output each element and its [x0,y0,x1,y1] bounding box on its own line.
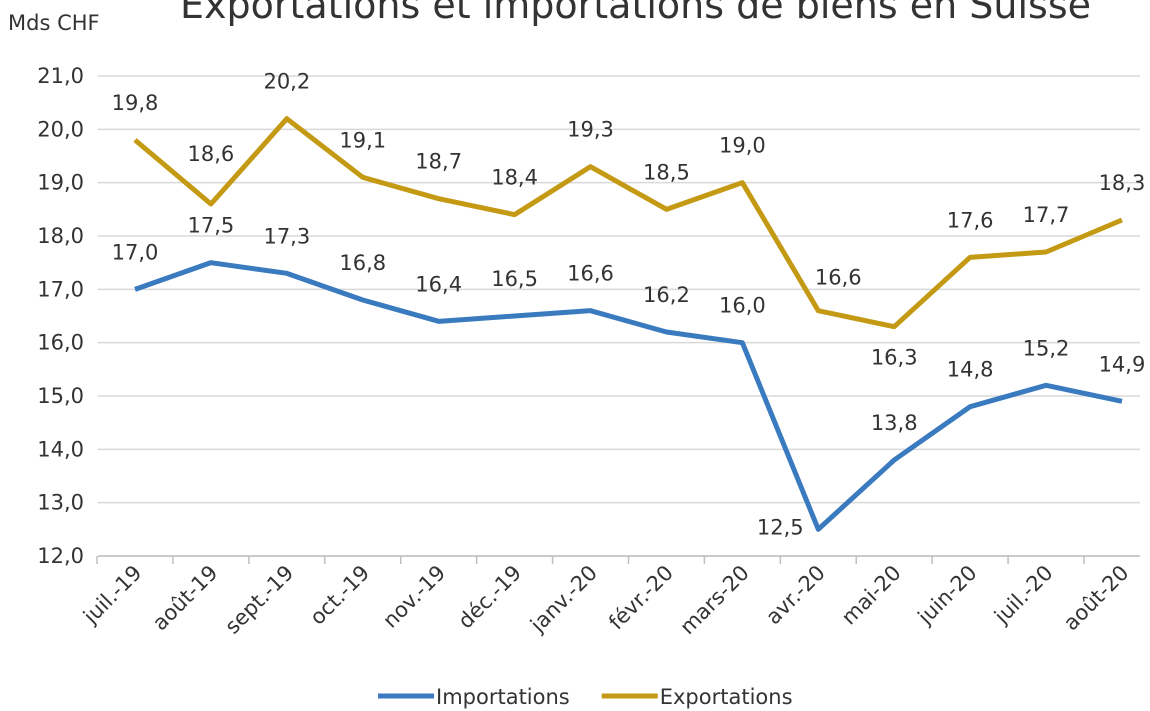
data-label: 15,2 [1023,336,1070,360]
y-tick-label: 15,0 [37,384,84,408]
data-label: 17,6 [947,208,994,232]
data-label: 18,7 [415,150,462,174]
y-tick-label: 12,0 [37,544,84,568]
x-tick-label: sept.-19 [220,561,298,639]
data-label: 17,7 [1023,203,1070,227]
y-tick-label: 19,0 [37,171,84,195]
data-label: 16,5 [491,267,538,291]
data-label: 16,4 [415,272,462,296]
data-label: 19,1 [339,128,386,152]
line-series [134,260,1123,532]
x-tick-label: mai-20 [837,561,906,630]
line-series [133,116,1123,330]
data-label: 17,0 [112,240,159,264]
data-label: 12,5 [757,515,804,539]
x-tick-label: août-20 [1059,561,1134,636]
x-tick-label: janv.-20 [525,561,602,638]
legend-label: Importations [436,685,570,709]
y-tick-label: 14,0 [37,437,84,461]
data-label: 16,2 [643,283,690,307]
y-tick-label: 16,0 [37,331,84,355]
x-tick-label: déc.-19 [453,561,526,634]
legend-label: Exportations [660,685,793,709]
x-tick-label: juil.-20 [989,561,1057,629]
data-label: 14,8 [947,358,994,382]
x-tick-label: avr.-20 [761,561,830,630]
x-tick-label: févr.-20 [604,561,678,635]
chart-title: Exportations et importations de biens en… [180,0,1091,27]
data-label: 16,6 [567,262,614,286]
data-label: 18,6 [188,142,235,166]
data-label: 16,8 [339,251,386,275]
x-tick-label: mars-20 [675,561,754,640]
y-tick-label: 17,0 [37,277,84,301]
data-label: 17,5 [188,214,235,238]
data-label: 18,4 [491,166,538,190]
x-tick-label: août-19 [148,561,223,636]
x-tick-label: nov.-19 [378,561,450,633]
data-label: 16,3 [871,346,918,370]
x-tick-label: juin-20 [913,561,982,630]
x-tick-label: oct.-19 [305,561,374,630]
data-label: 16,6 [815,266,862,290]
data-label: 14,9 [1099,352,1146,376]
data-label: 19,8 [112,91,159,115]
y-tick-label: 20,0 [37,117,84,141]
data-label: 13,8 [871,411,918,435]
data-label: 19,3 [567,118,614,142]
y-axis-label: Mds CHF [8,11,100,35]
x-tick-label: juil.-19 [78,561,146,629]
data-label: 17,3 [263,224,310,248]
data-label: 16,0 [719,294,766,318]
y-tick-label: 21,0 [37,64,84,88]
y-tick-label: 13,0 [37,491,84,515]
data-label: 19,0 [719,134,766,158]
data-label: 18,3 [1099,171,1146,195]
y-tick-label: 18,0 [37,224,84,248]
data-label: 20,2 [263,70,310,94]
data-label: 18,5 [643,160,690,184]
